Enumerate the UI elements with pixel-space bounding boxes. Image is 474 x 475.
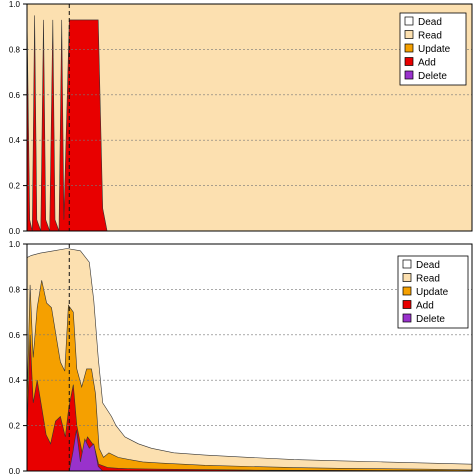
legend-swatch-update (404, 43, 414, 53)
legend: Dead Read Update Add Delete (397, 255, 469, 329)
legend-label-delete: Delete (418, 71, 447, 82)
legend: Dead Read Update Add Delete (399, 12, 467, 86)
y-tick-label: 0.4 (9, 376, 21, 385)
area-add (26, 15, 472, 232)
y-tick-label: 0.0 (9, 467, 21, 475)
legend-swatch-read (404, 30, 414, 39)
plot-frame (26, 243, 473, 472)
legend-swatch-delete (404, 70, 414, 80)
legend-swatch-add (404, 57, 414, 66)
legend-swatch-delete (402, 313, 412, 323)
y-tick-label: 1.0 (9, 0, 21, 9)
legend-swatch-dead (402, 259, 412, 269)
legend-label-read: Read (416, 274, 440, 285)
legend-swatch-update (402, 286, 412, 296)
y-tick-label: 0.6 (9, 331, 21, 340)
y-tick-label: 0.4 (9, 136, 21, 145)
legend-label-delete: Delete (416, 314, 445, 325)
y-tick-label: 0.6 (9, 91, 21, 100)
y-tick-label: 0.8 (9, 45, 21, 54)
legend-label-update: Update (416, 287, 449, 298)
y-tick-label: 0.2 (9, 182, 21, 191)
legend-swatch-read (402, 273, 412, 282)
legend-label-update: Update (418, 44, 451, 55)
legend-swatch-add (402, 300, 412, 309)
legend-label-dead: Dead (416, 260, 440, 271)
legend-label-read: Read (418, 31, 442, 42)
legend-swatch-dead (404, 16, 414, 26)
y-tick-label: 1.0 (9, 240, 21, 249)
legend-label-add: Add (416, 301, 434, 312)
y-tick-label: 0.0 (9, 227, 21, 236)
plot-frame (26, 3, 473, 232)
y-tick-label: 0.2 (9, 422, 21, 431)
legend-label-dead: Dead (418, 17, 442, 28)
legend-label-add: Add (418, 58, 436, 69)
chart-panel-1: 0.0 0.2 0.4 0.6 0.8 1.0 Dead Read Update Add Delet… (9, 0, 473, 236)
y-tick-label: 0.8 (9, 285, 21, 294)
chart-panel-2: 0.0 0.2 0.4 0.6 0.8 1.0 Dead Read Update Add Delet… (9, 240, 473, 475)
